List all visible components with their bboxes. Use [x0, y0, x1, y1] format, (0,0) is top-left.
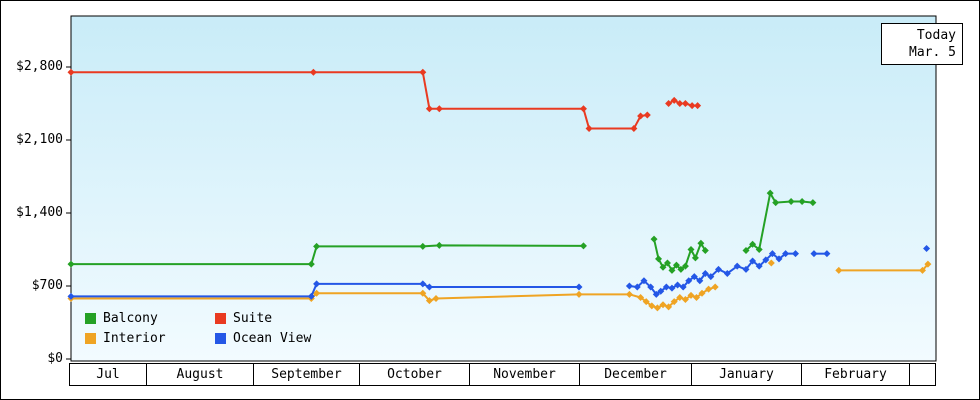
- legend-item-interior: Interior: [85, 331, 197, 346]
- month-label-december: December: [580, 364, 692, 385]
- interior-color-swatch-icon: [85, 333, 96, 344]
- series-layer[interactable]: [67, 68, 932, 312]
- legend-item-suite: Suite: [215, 311, 311, 326]
- y-axis-label: $2,800: [16, 59, 63, 74]
- chart-legend: Balcony Suite Interior Ocean View: [85, 311, 311, 346]
- month-label-jul: Jul: [70, 364, 147, 385]
- y-axis-label: $1,400: [16, 205, 63, 220]
- balcony-color-swatch-icon: [85, 313, 96, 324]
- y-axis-ticks: [66, 66, 71, 360]
- month-label-february: February: [802, 364, 910, 385]
- legend-item-ocean-view: Ocean View: [215, 331, 311, 346]
- legend-label: Suite: [233, 311, 273, 326]
- today-label: Today: [916, 28, 956, 43]
- month-label-november: November: [470, 364, 580, 385]
- x-axis-month-row: Jul August September October November De…: [69, 363, 936, 386]
- ocean-view-color-swatch-icon: [215, 333, 226, 344]
- today-date: Mar. 5: [909, 45, 956, 60]
- legend-item-balcony: Balcony: [85, 311, 197, 326]
- legend-label: Balcony: [103, 311, 158, 326]
- suite-color-swatch-icon: [215, 313, 226, 324]
- today-marker-box: Today Mar. 5: [881, 23, 963, 65]
- month-label-january: January: [692, 364, 802, 385]
- y-axis-label: $700: [31, 278, 63, 293]
- plot-area[interactable]: [70, 15, 937, 362]
- legend-label: Ocean View: [233, 331, 312, 346]
- month-label-october: October: [360, 364, 470, 385]
- month-label-march-partial: [910, 364, 935, 385]
- y-axis-label: $2,100: [16, 132, 63, 147]
- legend-label: Interior: [103, 331, 166, 346]
- month-label-september: September: [254, 364, 360, 385]
- y-axis-label: $0: [47, 351, 63, 366]
- month-label-august: August: [147, 364, 254, 385]
